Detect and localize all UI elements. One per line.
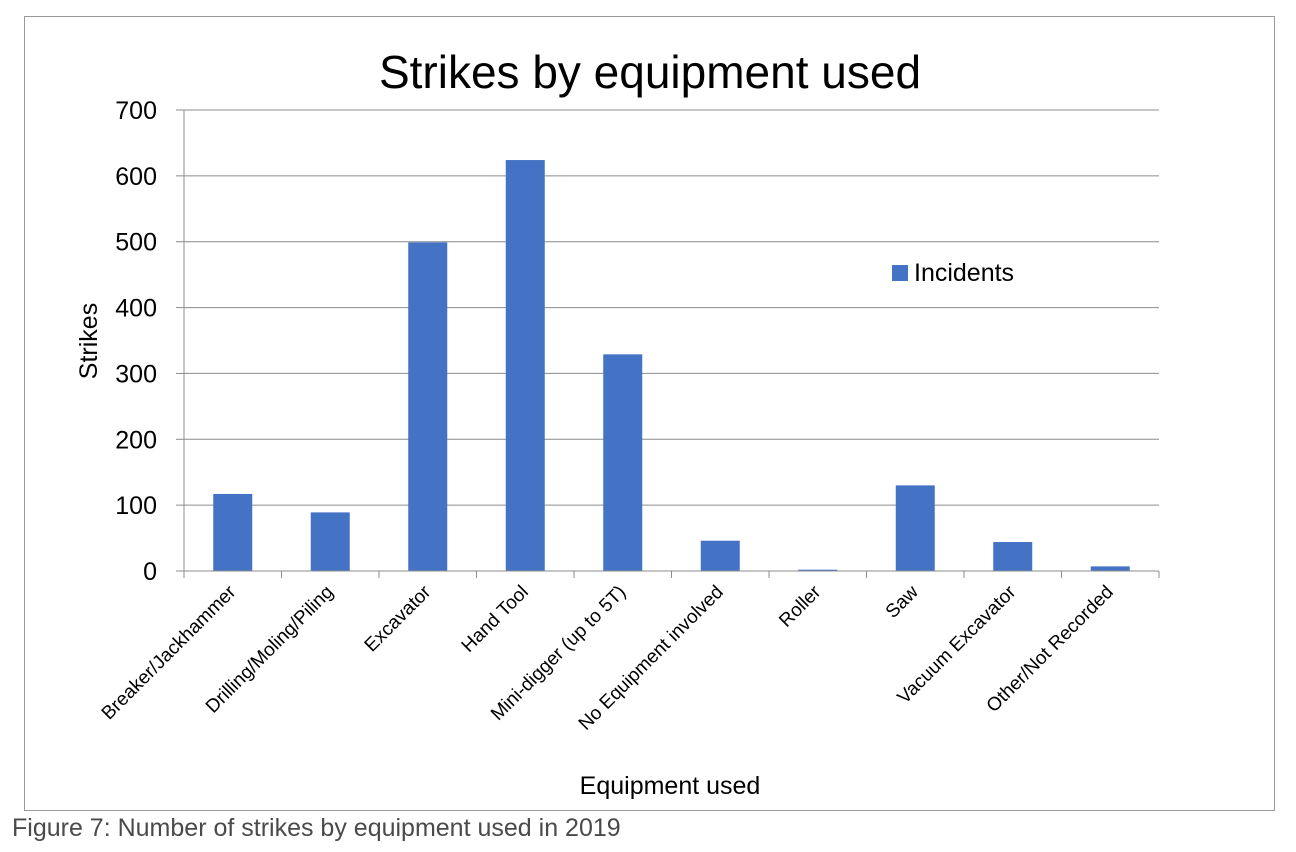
bar-saw	[895, 485, 935, 571]
y-tick-label: 500	[115, 229, 157, 257]
bar-hand-tool	[505, 160, 545, 571]
y-tick-label: 600	[115, 163, 157, 191]
x-axis-label: Equipment used	[580, 772, 761, 800]
bar-mini-digger-up-to-5t-	[603, 354, 643, 571]
legend-label: Incidents	[914, 259, 1014, 287]
x-tick-label: Hand Tool	[458, 582, 533, 657]
y-tick-label: 0	[143, 558, 157, 586]
x-tick-label: Excavator	[361, 581, 436, 656]
y-axis-label: Strikes	[75, 303, 103, 379]
y-tick-label: 700	[115, 97, 157, 125]
bar-roller	[798, 569, 838, 571]
chart-title: Strikes by equipment used	[379, 46, 921, 98]
y-tick-label: 100	[115, 492, 157, 520]
y-tick-label: 400	[115, 295, 157, 323]
bar-excavator	[408, 242, 448, 571]
bar-other-not-recorded	[1090, 566, 1130, 571]
x-tick-label: Saw	[882, 581, 923, 622]
x-tick-label: Roller	[775, 581, 825, 631]
bar-vacuum-excavator	[993, 542, 1033, 571]
bar-drilling-moling-piling	[310, 512, 350, 571]
y-tick-label: 300	[115, 360, 157, 388]
bar-breaker-jackhammer	[213, 493, 253, 571]
y-tick-label: 200	[115, 426, 157, 454]
bar-no-equipment-involved	[700, 540, 740, 571]
chart-frame	[24, 16, 1275, 811]
legend-swatch	[892, 265, 908, 281]
figure-caption: Figure 7: Number of strikes by equipment…	[12, 814, 621, 842]
